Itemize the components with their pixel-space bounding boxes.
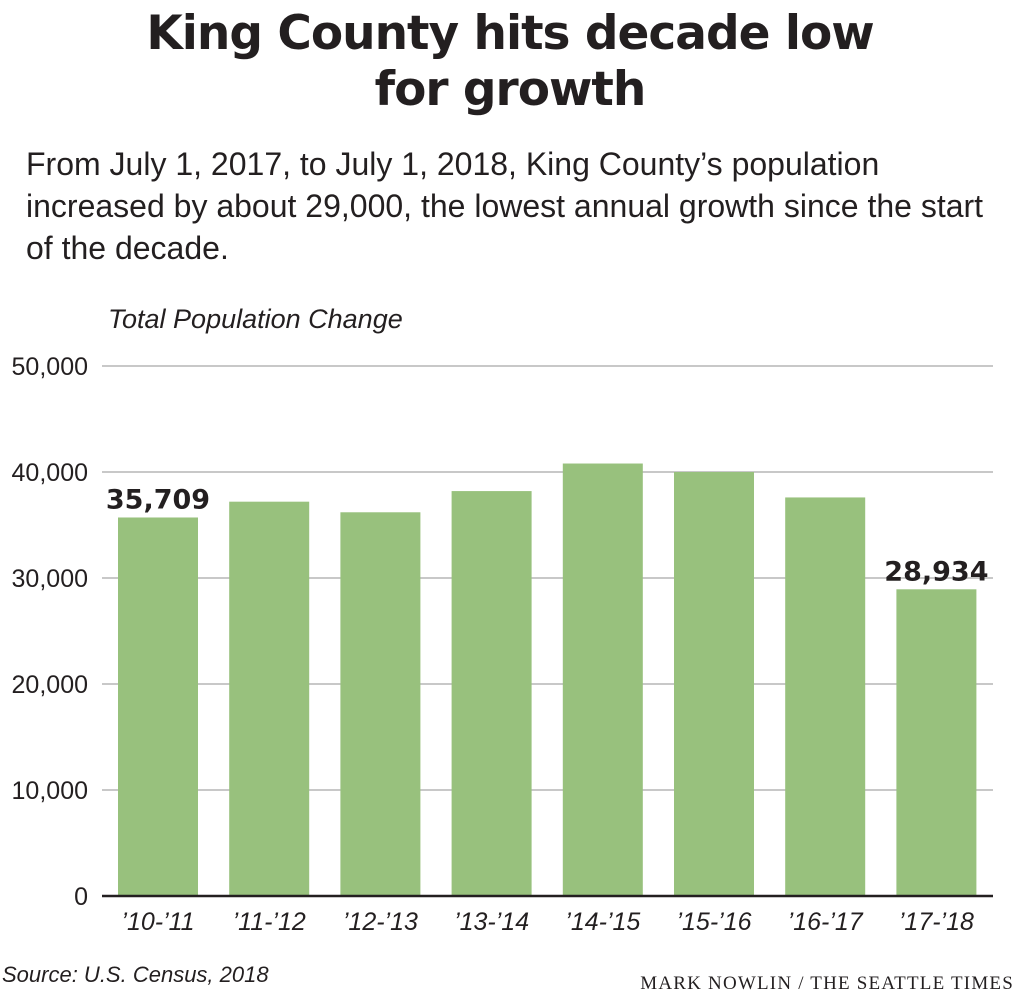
y-tick-label: 50,000 bbox=[12, 353, 88, 381]
y-tick-label: 20,000 bbox=[12, 671, 88, 699]
bar bbox=[896, 589, 977, 896]
data-labels: 35,709 28,934 bbox=[106, 484, 989, 587]
y-tick-label: 0 bbox=[74, 883, 88, 911]
y-tick-label: 40,000 bbox=[12, 459, 88, 487]
x-tick-label: ’13-’14 bbox=[454, 908, 529, 936]
y-tick-label: 10,000 bbox=[12, 777, 88, 805]
bar bbox=[229, 501, 310, 896]
x-tick-label: ’10-’11 bbox=[121, 908, 194, 936]
x-tick-label: ’15-’16 bbox=[676, 908, 751, 936]
chart-title-line-1: King County hits decade low bbox=[146, 6, 874, 61]
bar bbox=[118, 517, 198, 896]
x-tick-label: ’14-’15 bbox=[565, 908, 640, 936]
source-note: Source: U.S. Census, 2018 bbox=[2, 962, 269, 987]
bar bbox=[785, 497, 866, 896]
bar bbox=[340, 512, 421, 896]
credit-line: Mark Nowlin / The Seattle Times bbox=[640, 973, 1014, 994]
y-tick-label: 30,000 bbox=[12, 565, 88, 593]
data-label: 35,709 bbox=[106, 484, 210, 515]
bar bbox=[451, 491, 532, 896]
x-tick-label: ’11-’12 bbox=[233, 908, 306, 936]
y-axis-ticks: 0 10,000 20,000 30,000 40,000 50,000 bbox=[12, 353, 88, 911]
data-label: 28,934 bbox=[884, 556, 988, 587]
y-axis-title: Total Population Change bbox=[108, 304, 403, 334]
chart-title-line-2: for growth bbox=[374, 62, 647, 117]
x-axis-ticks: ’10-’11 ’11-’12 ’12-’13 ’13-’14 ’14-’15 ’15-’… bbox=[121, 908, 974, 936]
bar bbox=[674, 472, 754, 896]
chart-title: King County hits decade low for growth bbox=[0, 6, 1020, 118]
x-tick-label: ’16-’17 bbox=[788, 908, 864, 936]
bar bbox=[562, 463, 643, 896]
x-tick-label: ’17-’18 bbox=[899, 908, 974, 936]
bar-chart: Total Population Change 0 10,000 20,000 30,… bbox=[12, 304, 993, 936]
chart-subtitle: From July 1, 2017, to July 1, 2018, King… bbox=[26, 146, 984, 266]
bars bbox=[118, 463, 977, 896]
x-tick-label: ’12-’13 bbox=[343, 908, 418, 936]
